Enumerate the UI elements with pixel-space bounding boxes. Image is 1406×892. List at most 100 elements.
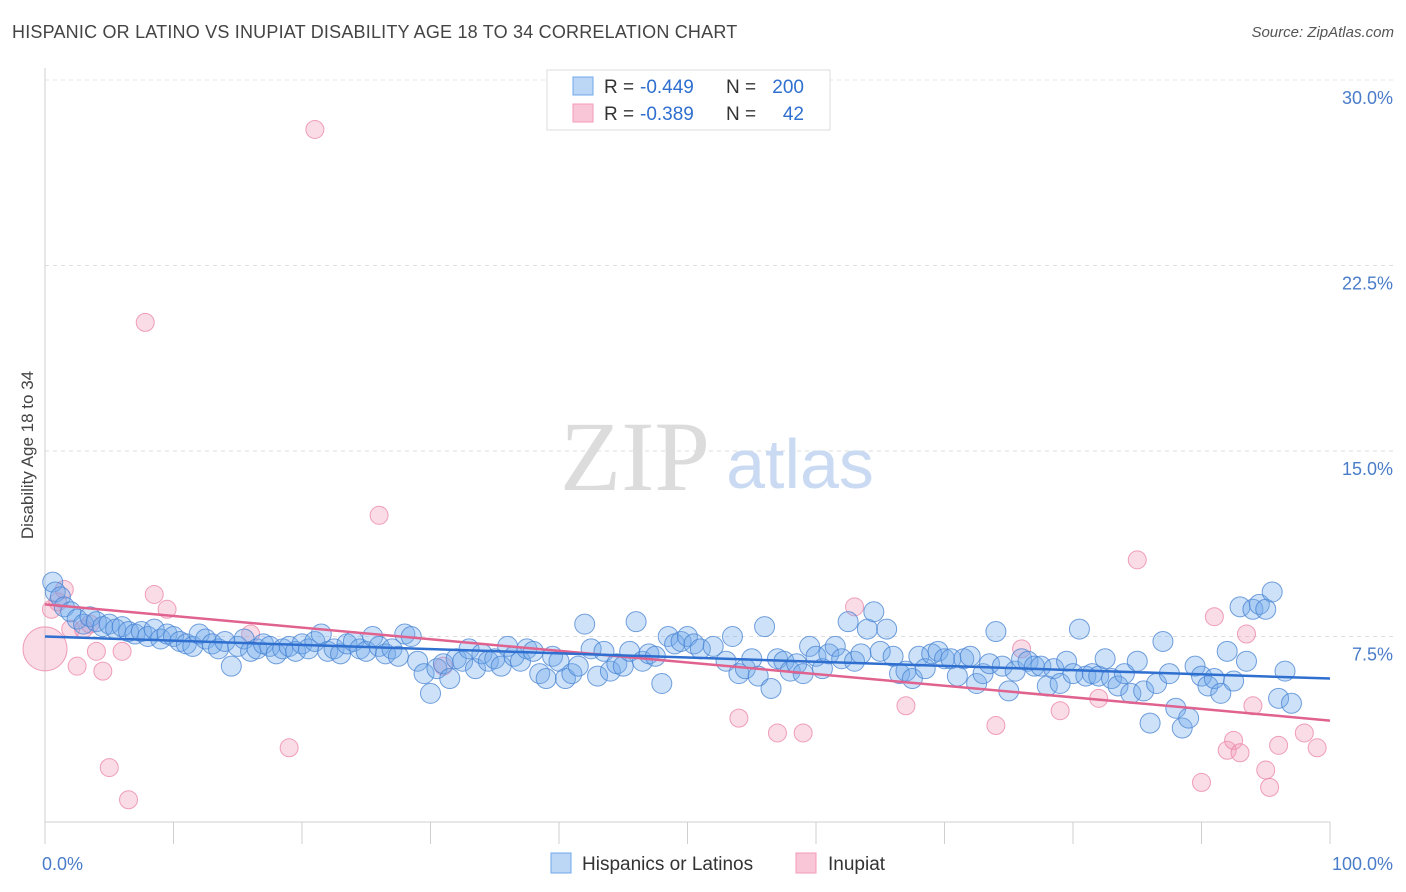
hispanic-point <box>760 677 782 699</box>
inupiat-point <box>433 656 453 676</box>
hispanic-point <box>1094 648 1116 670</box>
hispanic-point <box>651 672 673 694</box>
hispanic-point <box>574 613 596 635</box>
watermark-atlas: atlas <box>726 425 874 503</box>
legend-swatch-blue <box>572 76 594 96</box>
hispanic-trend-line <box>44 635 1331 680</box>
inupiat-point <box>1256 760 1276 780</box>
watermark: ZIP atlas <box>560 401 874 512</box>
hispanic-point <box>1261 581 1283 603</box>
bottom-legend-label-1: Hispanics or Latinos <box>582 854 753 875</box>
hispanic-point <box>330 643 352 665</box>
hispanic-point <box>567 655 589 677</box>
y-tick-label: 30.0% <box>1342 88 1393 108</box>
legend-n-value-2: 42 <box>783 104 804 125</box>
inupiat-trend-line <box>44 603 1331 722</box>
inupiat-point <box>1230 743 1250 763</box>
inupiat-point <box>793 723 813 743</box>
legend-r-value-1: -0.449 <box>640 77 694 98</box>
x-tick-label-max: 100.0% <box>1332 854 1393 874</box>
y-tick-labels: 7.5% 15.0% 22.5% 30.0% <box>1342 88 1393 665</box>
grid-lines <box>45 79 1395 637</box>
hispanic-point <box>587 665 609 687</box>
trend-lines <box>44 603 1331 722</box>
inupiat-point <box>1260 777 1280 797</box>
hispanic-point <box>786 653 808 675</box>
legend-box <box>546 69 831 131</box>
inupiat-point <box>369 505 389 525</box>
hispanic-point <box>1107 675 1129 697</box>
hispanic-point <box>1210 682 1232 704</box>
inupiat-point <box>1050 701 1070 721</box>
hispanic-point <box>1268 687 1290 709</box>
hispanic-point <box>1139 712 1161 734</box>
inupiat-point <box>1192 772 1211 792</box>
hispanic-point <box>220 655 242 677</box>
inupiat-point <box>1269 735 1289 755</box>
hispanic-point <box>1184 655 1206 677</box>
inupiat-point <box>1224 730 1244 750</box>
hispanic-point <box>1171 717 1193 739</box>
inupiat-point <box>1294 723 1314 743</box>
hispanic-point <box>1191 665 1212 687</box>
hispanic-point <box>863 601 885 623</box>
hispanic-point <box>824 635 846 657</box>
inupiat-point <box>54 580 74 600</box>
inupiat-point <box>729 708 749 728</box>
watermark-zip: ZIP <box>560 401 710 512</box>
bottom-legend-swatch-blue <box>550 852 572 874</box>
x-tick-label-min: 0.0% <box>42 854 83 874</box>
hispanic-point <box>1216 640 1238 662</box>
y-tick-label: 15.0% <box>1342 459 1393 479</box>
inupiat-point <box>305 119 325 139</box>
legend-r-value-2: -0.389 <box>640 104 694 125</box>
bottom-legend-swatch-pink <box>795 852 817 874</box>
hispanic-point <box>407 650 429 672</box>
inupiat-point <box>93 661 113 681</box>
hispanic-point <box>1062 663 1084 685</box>
x-tick-labels: 0.0% 100.0% <box>42 854 1393 874</box>
hispanic-point <box>991 655 1013 677</box>
hispanic-point <box>1068 618 1090 640</box>
hispanic-point <box>837 611 859 633</box>
legend: R = -0.449 N = 200 R = -0.389 N = 42 <box>546 69 831 131</box>
hispanic-points <box>42 571 1302 739</box>
hispanic-point <box>535 668 557 690</box>
axes <box>44 68 1331 844</box>
hispanic-point <box>1280 692 1302 714</box>
hispanic-point <box>869 640 891 662</box>
hispanic-point <box>799 635 821 657</box>
hispanic-point <box>1056 650 1078 672</box>
hispanic-point <box>1178 707 1200 729</box>
hispanic-point <box>1030 655 1052 677</box>
inupiat-point <box>86 641 106 661</box>
hispanic-point <box>959 645 981 667</box>
hispanic-point <box>625 611 647 633</box>
legend-n-value-1: 200 <box>772 77 804 98</box>
inupiat-point <box>1307 738 1327 758</box>
legend-swatch-pink <box>572 103 594 123</box>
y-tick-label: 22.5% <box>1342 274 1393 294</box>
inupiat-point <box>896 696 916 716</box>
hispanic-point <box>1133 680 1155 702</box>
hispanic-point <box>721 626 743 647</box>
legend-n-label-1: N = <box>726 77 756 98</box>
inupiat-point <box>986 716 1006 736</box>
hispanic-point <box>1152 630 1174 652</box>
hispanic-point <box>876 618 898 640</box>
inupiat-point <box>22 626 68 672</box>
hispanic-point <box>702 635 724 657</box>
hispanic-point <box>747 665 769 687</box>
hispanic-point <box>985 621 1007 643</box>
inupiat-point <box>112 641 132 661</box>
inupiat-point <box>135 312 155 332</box>
hispanic-point <box>387 645 409 667</box>
inupiat-point <box>1127 550 1147 570</box>
inupiat-point <box>279 738 299 758</box>
hispanic-point <box>439 668 461 690</box>
hispanic-point <box>1235 650 1257 672</box>
legend-r-label-1: R = <box>604 77 634 98</box>
inupiat-point <box>119 790 139 810</box>
hispanic-point <box>1113 663 1135 685</box>
